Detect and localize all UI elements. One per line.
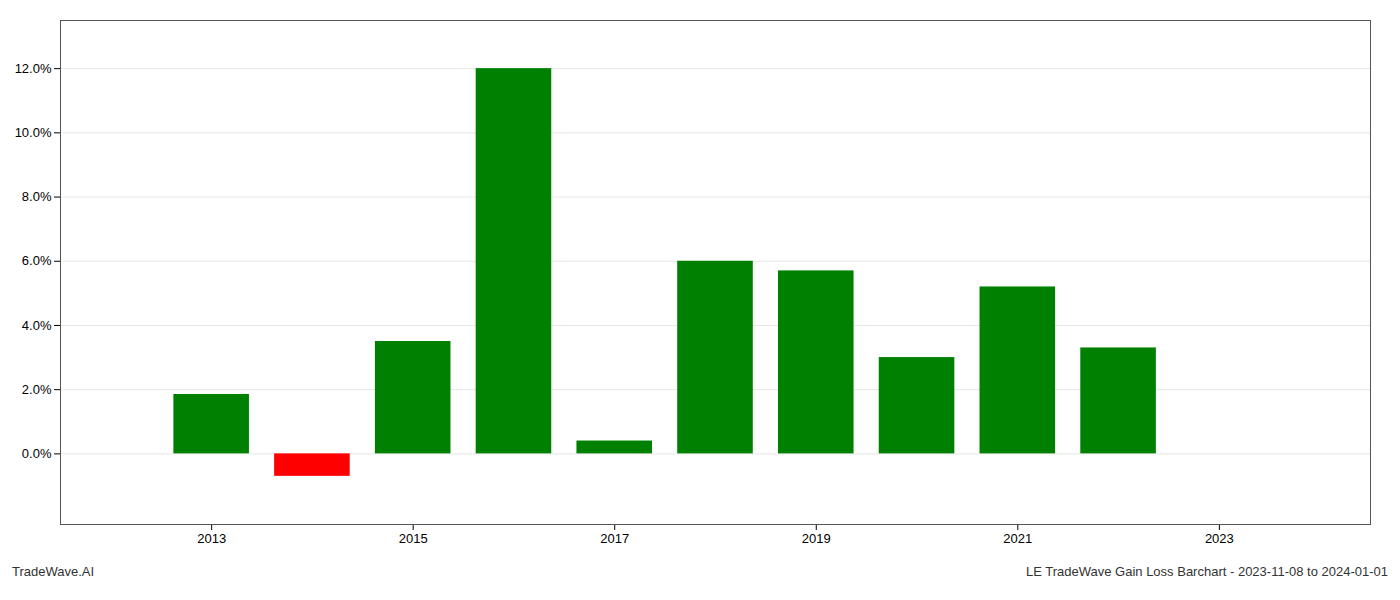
svg-text:2023: 2023 [1205,531,1234,546]
svg-text:2021: 2021 [1003,531,1032,546]
svg-text:0.0%: 0.0% [22,446,52,461]
svg-text:6.0%: 6.0% [22,253,52,268]
html-text:TradeWave.AI: TradeWave.AI [12,564,95,579]
svg-text:8.0%: 8.0% [22,189,52,204]
svg-text:2017: 2017 [600,531,629,546]
svg-text:2019: 2019 [802,531,831,546]
svg-text:12.0%: 12.0% [15,61,52,76]
html-text:LE TradeWave Gain Loss Barchar: LE TradeWave Gain Loss Barchart - 2023-1… [1026,564,1388,579]
svg-text:10.0%: 10.0% [15,125,52,140]
svg-text:4.0%: 4.0% [22,318,52,333]
svg-text:2.0%: 2.0% [22,382,52,397]
svg-text:2013: 2013 [197,531,226,546]
svg-text:2015: 2015 [399,531,428,546]
